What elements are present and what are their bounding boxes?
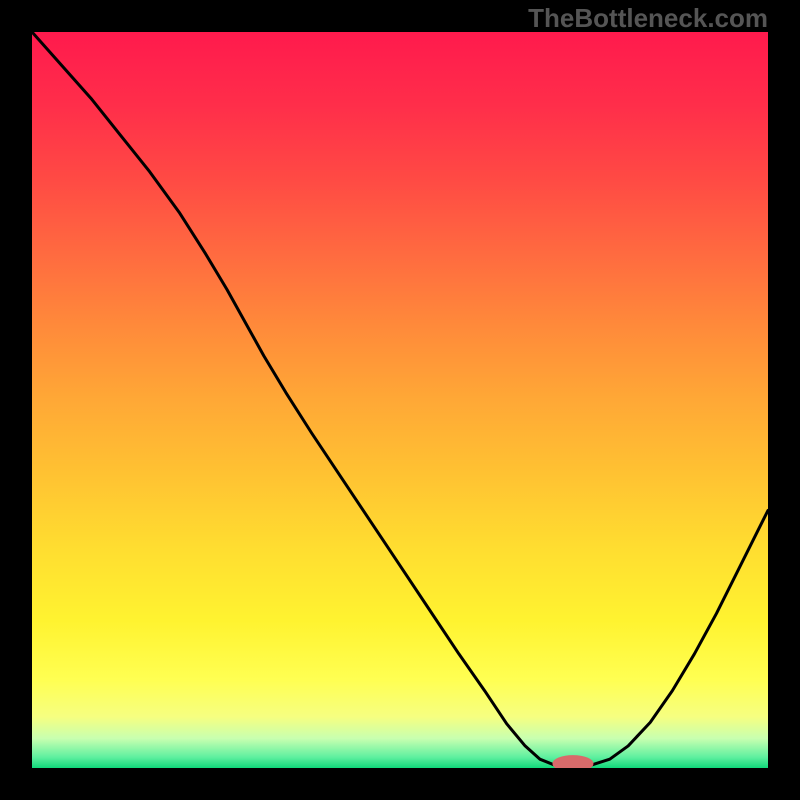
watermark-label: TheBottleneck.com <box>528 3 768 34</box>
chart-container: TheBottleneck.com <box>0 0 800 800</box>
plot-area <box>32 32 768 768</box>
chart-svg <box>32 32 768 768</box>
optimal-marker <box>553 756 593 768</box>
gradient-fill <box>32 32 768 768</box>
